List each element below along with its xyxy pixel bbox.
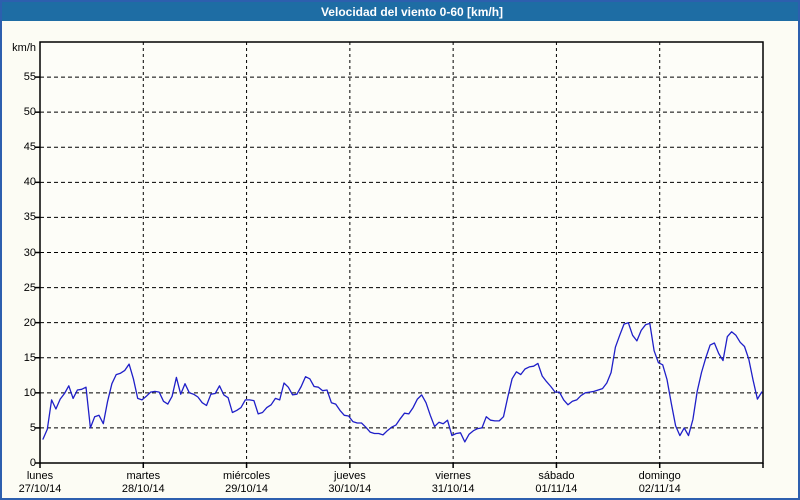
y-tick-label: 10 [23,386,36,399]
chart-title: Velocidad del viento 0-60 [km/h] [320,4,504,19]
day-date: 27/10/14 [18,483,62,495]
day-name: miércoles [223,470,271,482]
x-day-label: sábado 01/11/14 [501,470,611,496]
x-day-label: jueves 30/10/14 [295,470,405,496]
day-name: martes [126,470,161,482]
wind-speed-plot [35,41,764,468]
wind-speed-line [42,322,763,443]
day-name: domingo [638,470,681,482]
y-tick-label: 45 [23,141,36,154]
day-date: 28/10/14 [121,483,165,495]
y-tick-label: 35 [23,211,36,224]
y-tick-label: 25 [23,281,36,294]
day-name: viernes [435,470,471,482]
day-date: 02/11/14 [638,483,681,495]
chart-area: km/h 0 5 10 15 20 25 30 35 40 45 50 55 lunes 27/10/1… [2,21,798,498]
y-tick-label: 0 [29,457,36,469]
y-tick-label: 30 [23,246,36,259]
x-day-label: viernes 31/10/14 [398,470,508,496]
day-name: sábado [538,470,575,482]
y-tick-label: 15 [23,351,36,364]
day-name: lunes [26,470,54,482]
day-date: 31/10/14 [431,483,475,495]
x-day-label: martes 28/10/14 [88,470,198,496]
day-date: 29/10/14 [225,483,268,495]
y-tick-label: 50 [23,106,36,119]
y-tick-label: 20 [23,316,36,329]
x-day-label: miércoles 29/10/14 [192,470,302,496]
x-day-label: lunes 27/10/14 [2,470,95,496]
y-tick-label: 40 [23,176,36,189]
y-axis-unit-label: km/h [12,42,36,54]
x-day-label: domingo 02/11/14 [605,470,715,496]
chart-title-bar: Velocidad del viento 0-60 [km/h] [2,2,798,21]
day-date: 30/10/14 [328,483,372,495]
y-tick-label: 5 [29,421,36,434]
day-date: 01/11/14 [535,483,578,495]
day-name: jueves [333,470,366,482]
y-tick-label: 55 [23,71,36,84]
